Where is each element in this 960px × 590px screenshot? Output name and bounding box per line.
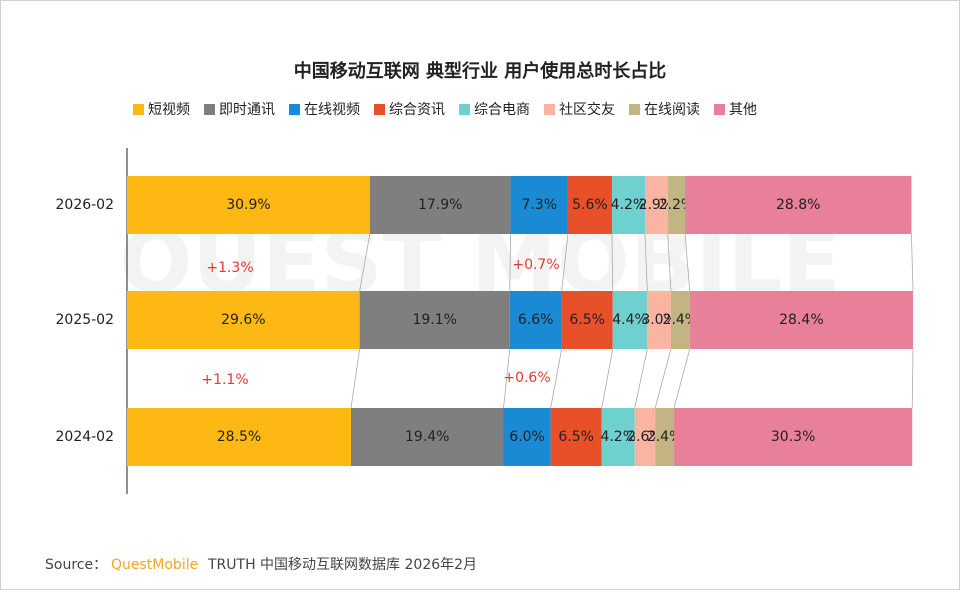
data-label: 6.5%: [558, 429, 594, 445]
legend-swatch: [714, 104, 725, 115]
y-tick-label: 2026-02: [56, 197, 115, 213]
data-label: 2.4%: [663, 312, 699, 328]
connector: [684, 233, 691, 292]
bar-segment: [351, 408, 504, 466]
source-prefix: Source：: [45, 557, 107, 573]
bar-segment: [667, 176, 686, 234]
connector: [550, 348, 563, 409]
y-tick-label: 2025-02: [56, 312, 115, 328]
data-label: 28.8%: [776, 197, 820, 213]
connector: [911, 348, 914, 409]
connector: [611, 233, 614, 292]
legend-swatch: [629, 104, 640, 115]
data-label: 17.9%: [418, 197, 462, 213]
data-label: 19.4%: [405, 429, 449, 445]
legend-swatch: [459, 104, 470, 115]
bar-segment: [369, 176, 511, 234]
bar-segment: [689, 291, 913, 349]
legend-label: 其他: [729, 102, 757, 118]
legend-swatch: [544, 104, 555, 115]
bar-segment: [601, 408, 635, 466]
data-label: 4.4%: [612, 312, 648, 328]
connector: [634, 348, 648, 409]
bar-segment: [612, 291, 648, 349]
data-label: 30.9%: [226, 197, 270, 213]
connector: [654, 348, 672, 409]
data-label: 5.6%: [572, 197, 608, 213]
bar-segment: [550, 408, 602, 466]
legend-label: 在线视频: [304, 102, 360, 118]
data-label: 29.6%: [221, 312, 265, 328]
legend-swatch: [133, 104, 144, 115]
legend-label: 综合资讯: [389, 102, 445, 118]
bar-segment: [674, 408, 913, 466]
chart-title: 中国移动互联网 典型行业 用户使用总时长占比: [294, 60, 667, 82]
data-label: 4.2%: [600, 429, 636, 445]
bar-segment: [670, 291, 690, 349]
legend-swatch: [204, 104, 215, 115]
data-label: 2.6%: [627, 429, 663, 445]
bar-segment: [561, 291, 613, 349]
y-tick-label: 2024-02: [56, 429, 115, 445]
legend-label: 即时通讯: [219, 102, 275, 118]
legend-swatch: [374, 104, 385, 115]
data-label: 6.6%: [518, 312, 554, 328]
connector: [601, 348, 614, 409]
source-text: TRUTH 中国移动互联网数据库 2026年2月: [207, 557, 477, 573]
source-brand: QuestMobile: [111, 557, 198, 573]
connector: [503, 348, 511, 409]
bar-segment: [127, 176, 370, 234]
connector: [644, 233, 648, 292]
bar-segment: [510, 176, 568, 234]
data-label: 2.9%: [639, 197, 675, 213]
bar-segment: [655, 408, 675, 466]
data-label: 2.4%: [647, 429, 683, 445]
legend-label: 社区交友: [559, 101, 615, 118]
annotation: +1.1%: [201, 372, 248, 388]
data-label: 6.5%: [569, 312, 605, 328]
bar-segment: [611, 176, 645, 234]
legend-label: 综合电商: [474, 102, 530, 118]
connector: [359, 233, 371, 292]
bar-segment: [127, 291, 360, 349]
data-label: 4.2%: [611, 197, 647, 213]
data-label: 30.3%: [771, 429, 815, 445]
legend-swatch: [289, 104, 300, 115]
connector: [911, 233, 914, 292]
bar-segment: [127, 408, 352, 466]
connector: [509, 233, 511, 292]
bar-segment: [509, 291, 562, 349]
annotation: +1.3%: [206, 260, 253, 276]
data-label: 7.3%: [521, 197, 557, 213]
annotation: +0.7%: [512, 257, 559, 273]
bar-segment: [685, 176, 912, 234]
bar-segment: [359, 291, 510, 349]
connector: [561, 233, 569, 292]
data-label: 6.0%: [509, 429, 545, 445]
annotation: +0.6%: [503, 370, 550, 386]
legend-label: 在线阅读: [644, 101, 700, 118]
legend-label: 短视频: [148, 102, 190, 118]
bar-segment: [644, 176, 668, 234]
data-label: 28.5%: [217, 429, 261, 445]
connector: [350, 348, 361, 409]
connector: [667, 233, 672, 292]
bar-segment: [647, 291, 671, 349]
bar-segment: [634, 408, 656, 466]
data-label: 3.0%: [641, 312, 677, 328]
bar-segment: [567, 176, 612, 234]
bar-segment: [503, 408, 551, 466]
connector: [673, 348, 691, 409]
data-label: 19.1%: [412, 312, 456, 328]
data-label: 28.4%: [779, 312, 823, 328]
